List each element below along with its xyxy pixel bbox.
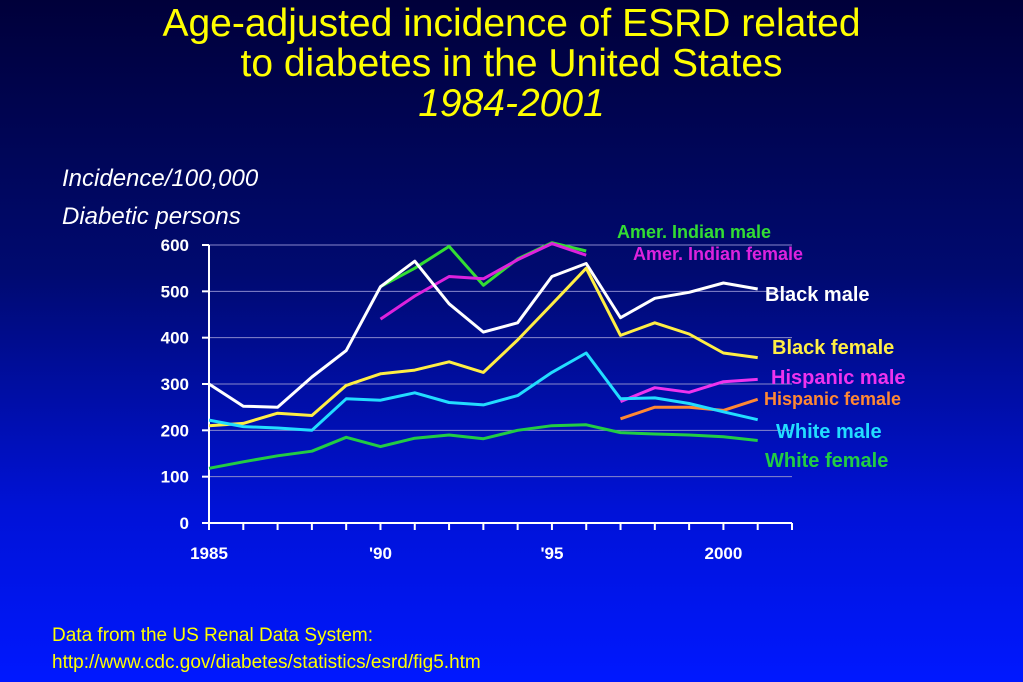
x-tick-label: '95	[540, 544, 563, 563]
series-lines	[208, 241, 759, 470]
grid-lines	[209, 244, 792, 478]
series-label: Black female	[772, 337, 894, 359]
y-tick-label: 100	[161, 468, 189, 487]
y-axis-label-line-2: Diabetic persons	[62, 203, 241, 230]
x-tick-label: 2000	[704, 544, 742, 563]
y-tick-label: 500	[161, 282, 189, 301]
series-line-black-male	[208, 259, 758, 409]
tick-labels: 0 100 200 300 400 500 600 1985 '90 '95 2000	[161, 236, 743, 563]
series-line-black-female	[208, 266, 758, 428]
y-axis-label-line-1: Incidence/100,000	[62, 165, 259, 192]
series-line-white-male	[208, 351, 759, 432]
title-line-2: to diabetes in the United States	[240, 42, 783, 85]
x-tick-label: 1985	[190, 544, 228, 563]
series-line-hispanic-female	[620, 397, 759, 421]
chart-title: Age-adjusted incidence of ESRD related t…	[0, 4, 1023, 124]
source-line-1: Data from the US Renal Data System:	[52, 625, 374, 646]
series-label: Hispanic male	[771, 367, 906, 389]
y-tick-label: 600	[161, 236, 189, 255]
title-line-3: 1984-2001	[418, 82, 605, 125]
y-tick-label: 0	[180, 514, 189, 533]
source-note: Data from the US Renal Data System: http…	[52, 622, 481, 676]
y-tick-label: 300	[161, 375, 189, 394]
y-axis-label: Incidence/100,000 Diabetic persons	[62, 160, 258, 236]
source-url: http://www.cdc.gov/diabetes/statistics/e…	[52, 652, 481, 673]
series-label: White male	[776, 421, 882, 443]
series-line-hispanic-male	[619, 377, 758, 403]
series-label: Amer. Indian male	[617, 222, 771, 242]
x-tick-label: '90	[369, 544, 392, 563]
y-tick-label: 400	[161, 329, 189, 348]
title-line-1: Age-adjusted incidence of ESRD related	[162, 2, 861, 45]
series-label: Hispanic female	[764, 389, 901, 409]
series-label: Black male	[765, 284, 870, 306]
series-line-amer-indian-female	[379, 242, 587, 321]
series-label: Amer. Indian female	[633, 244, 803, 264]
series-label: White female	[765, 450, 888, 472]
y-tick-label: 200	[161, 421, 189, 440]
series-line-white-female	[208, 423, 758, 470]
